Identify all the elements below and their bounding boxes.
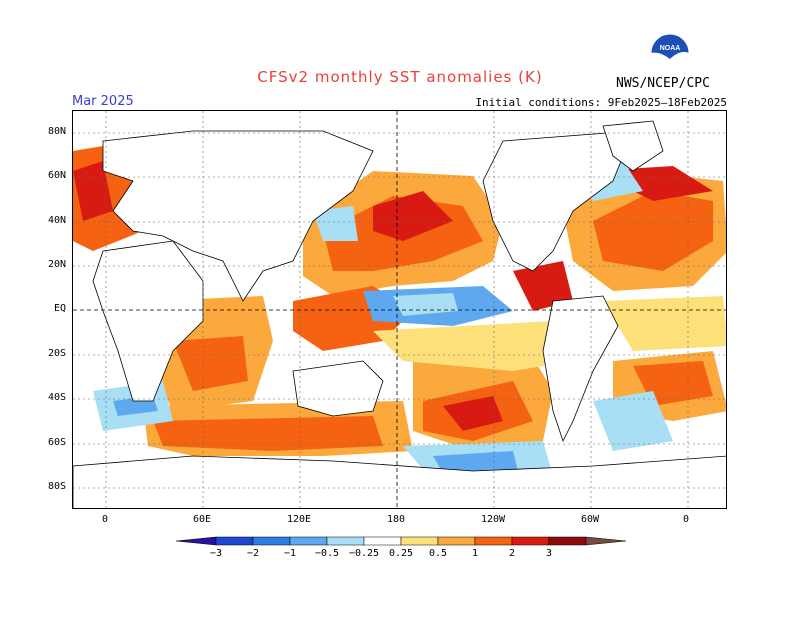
colorbar-label: 2: [508, 548, 516, 559]
lat-label: EQ: [53, 303, 66, 314]
sst-anomaly-map: [72, 110, 727, 509]
colorbar-segment: [215, 536, 254, 546]
lat-label: 40S: [47, 392, 66, 403]
lon-label: 60E: [192, 514, 212, 525]
page-title: CFSv2 monthly SST anomalies (K): [257, 68, 543, 86]
grid-lines: [73, 111, 726, 508]
colorbar-segment: [400, 536, 439, 546]
lat-label: 40N: [47, 215, 66, 226]
colorbar-label: 1: [471, 548, 479, 559]
lon-label: 0: [682, 514, 690, 525]
lon-label: 60W: [580, 514, 600, 525]
colorbar-label: −0.5: [314, 548, 340, 559]
lon-label: 120W: [480, 514, 506, 525]
lon-label: 120E: [286, 514, 312, 525]
colorbar-label: −3: [209, 548, 223, 559]
lat-label: 20S: [47, 348, 66, 359]
colorbar-label: −1: [283, 548, 297, 559]
noaa-logo: NOAA: [650, 33, 690, 73]
colorbar-segment: [363, 536, 402, 546]
lat-label: 80S: [47, 481, 66, 492]
colorbar-max-arrow: [585, 536, 626, 546]
colorbar-label: 0.25: [388, 548, 414, 559]
forecast-month: Mar 2025: [72, 94, 134, 109]
colorbar-label: 3: [545, 548, 553, 559]
colorbar-label: 0.5: [428, 548, 448, 559]
agency-label: NWS/NCEP/CPC: [616, 76, 710, 91]
colorbar-label: −0.25: [348, 548, 380, 559]
colorbar-segment: [252, 536, 291, 546]
colorbar-label: −2: [246, 548, 260, 559]
colorbar-segment: [474, 536, 513, 546]
colorbar: [176, 536, 626, 546]
colorbar-min-arrow: [176, 536, 217, 546]
colorbar-segment: [326, 536, 365, 546]
logo-text: NOAA: [660, 45, 681, 52]
colorbar-segment: [511, 536, 550, 546]
initial-conditions: Initial conditions: 9Feb2025–18Feb2025: [475, 96, 727, 109]
lat-label: 60S: [47, 437, 66, 448]
continents: [73, 120, 726, 508]
lat-label: 60N: [47, 170, 66, 181]
equator-dateline: [73, 111, 726, 508]
colorbar-segment: [437, 536, 476, 546]
lon-label: 0: [101, 514, 109, 525]
lon-label: 180: [386, 514, 406, 525]
colorbar-segment: [548, 536, 587, 546]
colorbar-segment: [289, 536, 328, 546]
lat-label: 80N: [47, 126, 66, 137]
lat-label: 20N: [47, 259, 66, 270]
